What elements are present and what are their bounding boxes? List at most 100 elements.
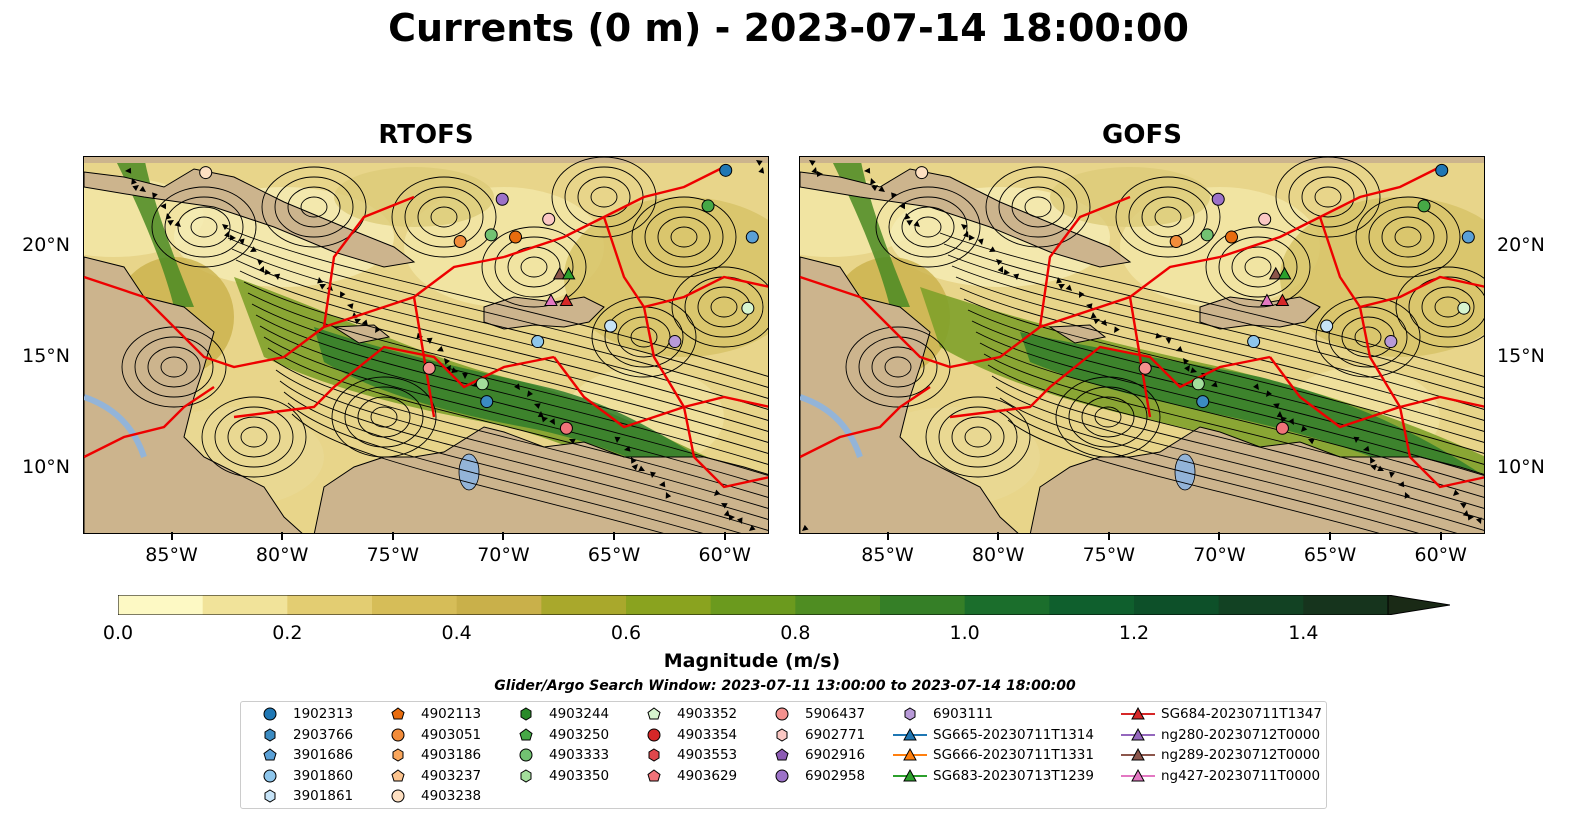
lon-tick-label: 75°W — [366, 544, 420, 566]
float-marker — [495, 192, 509, 206]
triangle-marker-icon — [893, 727, 927, 740]
lon-tick-mark — [281, 532, 284, 540]
glider-marker — [1277, 266, 1292, 280]
legend-label: 4903250 — [549, 726, 610, 743]
legend-item: 4903237 — [381, 768, 481, 784]
lon-tick-mark — [886, 532, 889, 540]
glider-marker — [1275, 293, 1290, 307]
float-marker — [559, 421, 573, 435]
lon-tick-label: 70°W — [477, 544, 530, 566]
legend-item: 4903354 — [637, 727, 737, 743]
circle-marker-icon — [263, 769, 277, 782]
lon-tick-mark — [613, 532, 616, 540]
pentagon-marker-icon — [647, 768, 661, 781]
legend-item: 1902313 — [253, 706, 353, 722]
legend-label: ng289-20230712T0000 — [1161, 747, 1321, 763]
lon-tick-mark — [1218, 532, 1221, 540]
search-window-text: Glider/Argo Search Window: 2023-07-11 13… — [494, 678, 1076, 694]
legend-item: 4902113 — [381, 706, 481, 722]
colorbar-tick-label: 0.0 — [102, 622, 134, 644]
hexagon-marker-icon — [392, 748, 404, 762]
legend-label: 4903051 — [421, 726, 482, 743]
float-marker — [542, 212, 556, 226]
legend-item: SG684-20230711T1347 — [1121, 706, 1322, 722]
float-marker — [453, 234, 467, 248]
legend-label: 4903350 — [549, 767, 610, 784]
colorbar-segment — [456, 595, 542, 615]
legend-label: 6902958 — [805, 767, 866, 784]
colorbar-tick-label: 1.4 — [1288, 622, 1319, 644]
float-marker — [745, 230, 759, 244]
float-marker — [1457, 301, 1471, 315]
legend-label: SG683-20230713T1239 — [933, 767, 1094, 784]
float-marker — [668, 335, 682, 349]
triangle-marker-icon — [1121, 768, 1155, 781]
legend-item: 6903111 — [893, 706, 993, 722]
glider-marker — [559, 293, 574, 307]
lon-tick-mark — [723, 532, 726, 540]
glider-marker — [1260, 293, 1274, 307]
colorbar-segment — [287, 595, 373, 615]
map-canvas — [800, 157, 1484, 533]
float-marker — [475, 377, 489, 391]
circle-marker-icon — [391, 789, 405, 803]
legend-label: 6903111 — [933, 706, 994, 722]
legend-item: 4903244 — [509, 706, 609, 722]
legend-item: 4903553 — [637, 747, 737, 763]
legend-item: SG683-20230713T1239 — [893, 768, 1094, 784]
float-marker — [1138, 361, 1152, 375]
legend-label: 3901860 — [293, 767, 354, 784]
colorbar-tick-label: 1.0 — [949, 622, 980, 644]
legend-item: 4903350 — [509, 768, 609, 784]
legend-label: SG666-20230711T1331 — [933, 747, 1094, 763]
legend-item: 4903629 — [637, 768, 737, 784]
gofs-map — [799, 156, 1485, 534]
legend-label: 4903629 — [677, 767, 738, 784]
float-marker — [1275, 421, 1289, 435]
lat-tick-label-left: 15°N — [22, 345, 70, 368]
lon-tick-label: 65°W — [587, 544, 641, 566]
float-marker — [199, 166, 213, 180]
lon-tick-label: 65°W — [1303, 544, 1357, 566]
lon-tick-label: 60°W — [698, 544, 751, 566]
legend-label: 3901861 — [293, 788, 354, 804]
lon-tick-mark — [170, 532, 173, 540]
legend-label: ng280-20230712T0000 — [1161, 726, 1321, 743]
float-marker — [1320, 319, 1334, 333]
circle-marker-icon — [263, 707, 277, 721]
triangle-marker-icon — [1121, 707, 1155, 720]
colorbar-tick-label: 0.8 — [780, 622, 811, 644]
legend-item: 6902958 — [765, 768, 865, 784]
legend-label: 3901686 — [293, 747, 354, 763]
hexagon-marker-icon — [264, 789, 276, 803]
float-marker — [1191, 377, 1205, 391]
float-marker — [604, 319, 618, 333]
float-marker — [701, 199, 715, 213]
circle-marker-icon — [519, 748, 533, 762]
colorbar-segment — [1134, 595, 1220, 615]
float-marker — [531, 335, 545, 349]
legend: 1902313 2903766 3901686 3901860 3901861 49021… — [240, 701, 1327, 809]
pentagon-marker-icon — [647, 707, 661, 720]
circle-marker-icon — [647, 728, 661, 741]
legend-label: 6902771 — [805, 726, 866, 743]
colorbar-label: Magnitude (m/s) — [663, 650, 841, 672]
hexagon-marker-icon — [520, 768, 532, 783]
colorbar-tick-label: 0.4 — [441, 622, 472, 644]
hexagon-marker-icon — [648, 748, 660, 762]
glider-marker — [561, 266, 576, 280]
figure-title: Currents (0 m) - 2023-07-14 18:00:00 — [388, 6, 1189, 50]
legend-item: 4903186 — [381, 747, 481, 763]
glider-marker — [552, 266, 567, 280]
colorbar-segment — [1303, 595, 1389, 615]
glider-marker — [1268, 266, 1283, 280]
legend-item: 2903766 — [253, 727, 353, 743]
colorbar-segment — [1218, 595, 1304, 615]
float-marker — [915, 166, 929, 180]
pentagon-marker-icon — [263, 748, 277, 761]
colorbar-segment — [202, 595, 288, 615]
float-marker — [1384, 335, 1398, 349]
lon-tick-label: 60°W — [1414, 544, 1467, 566]
legend-label: ng427-20230711T0000 — [1161, 767, 1321, 784]
legend-label: 5906437 — [805, 706, 866, 722]
